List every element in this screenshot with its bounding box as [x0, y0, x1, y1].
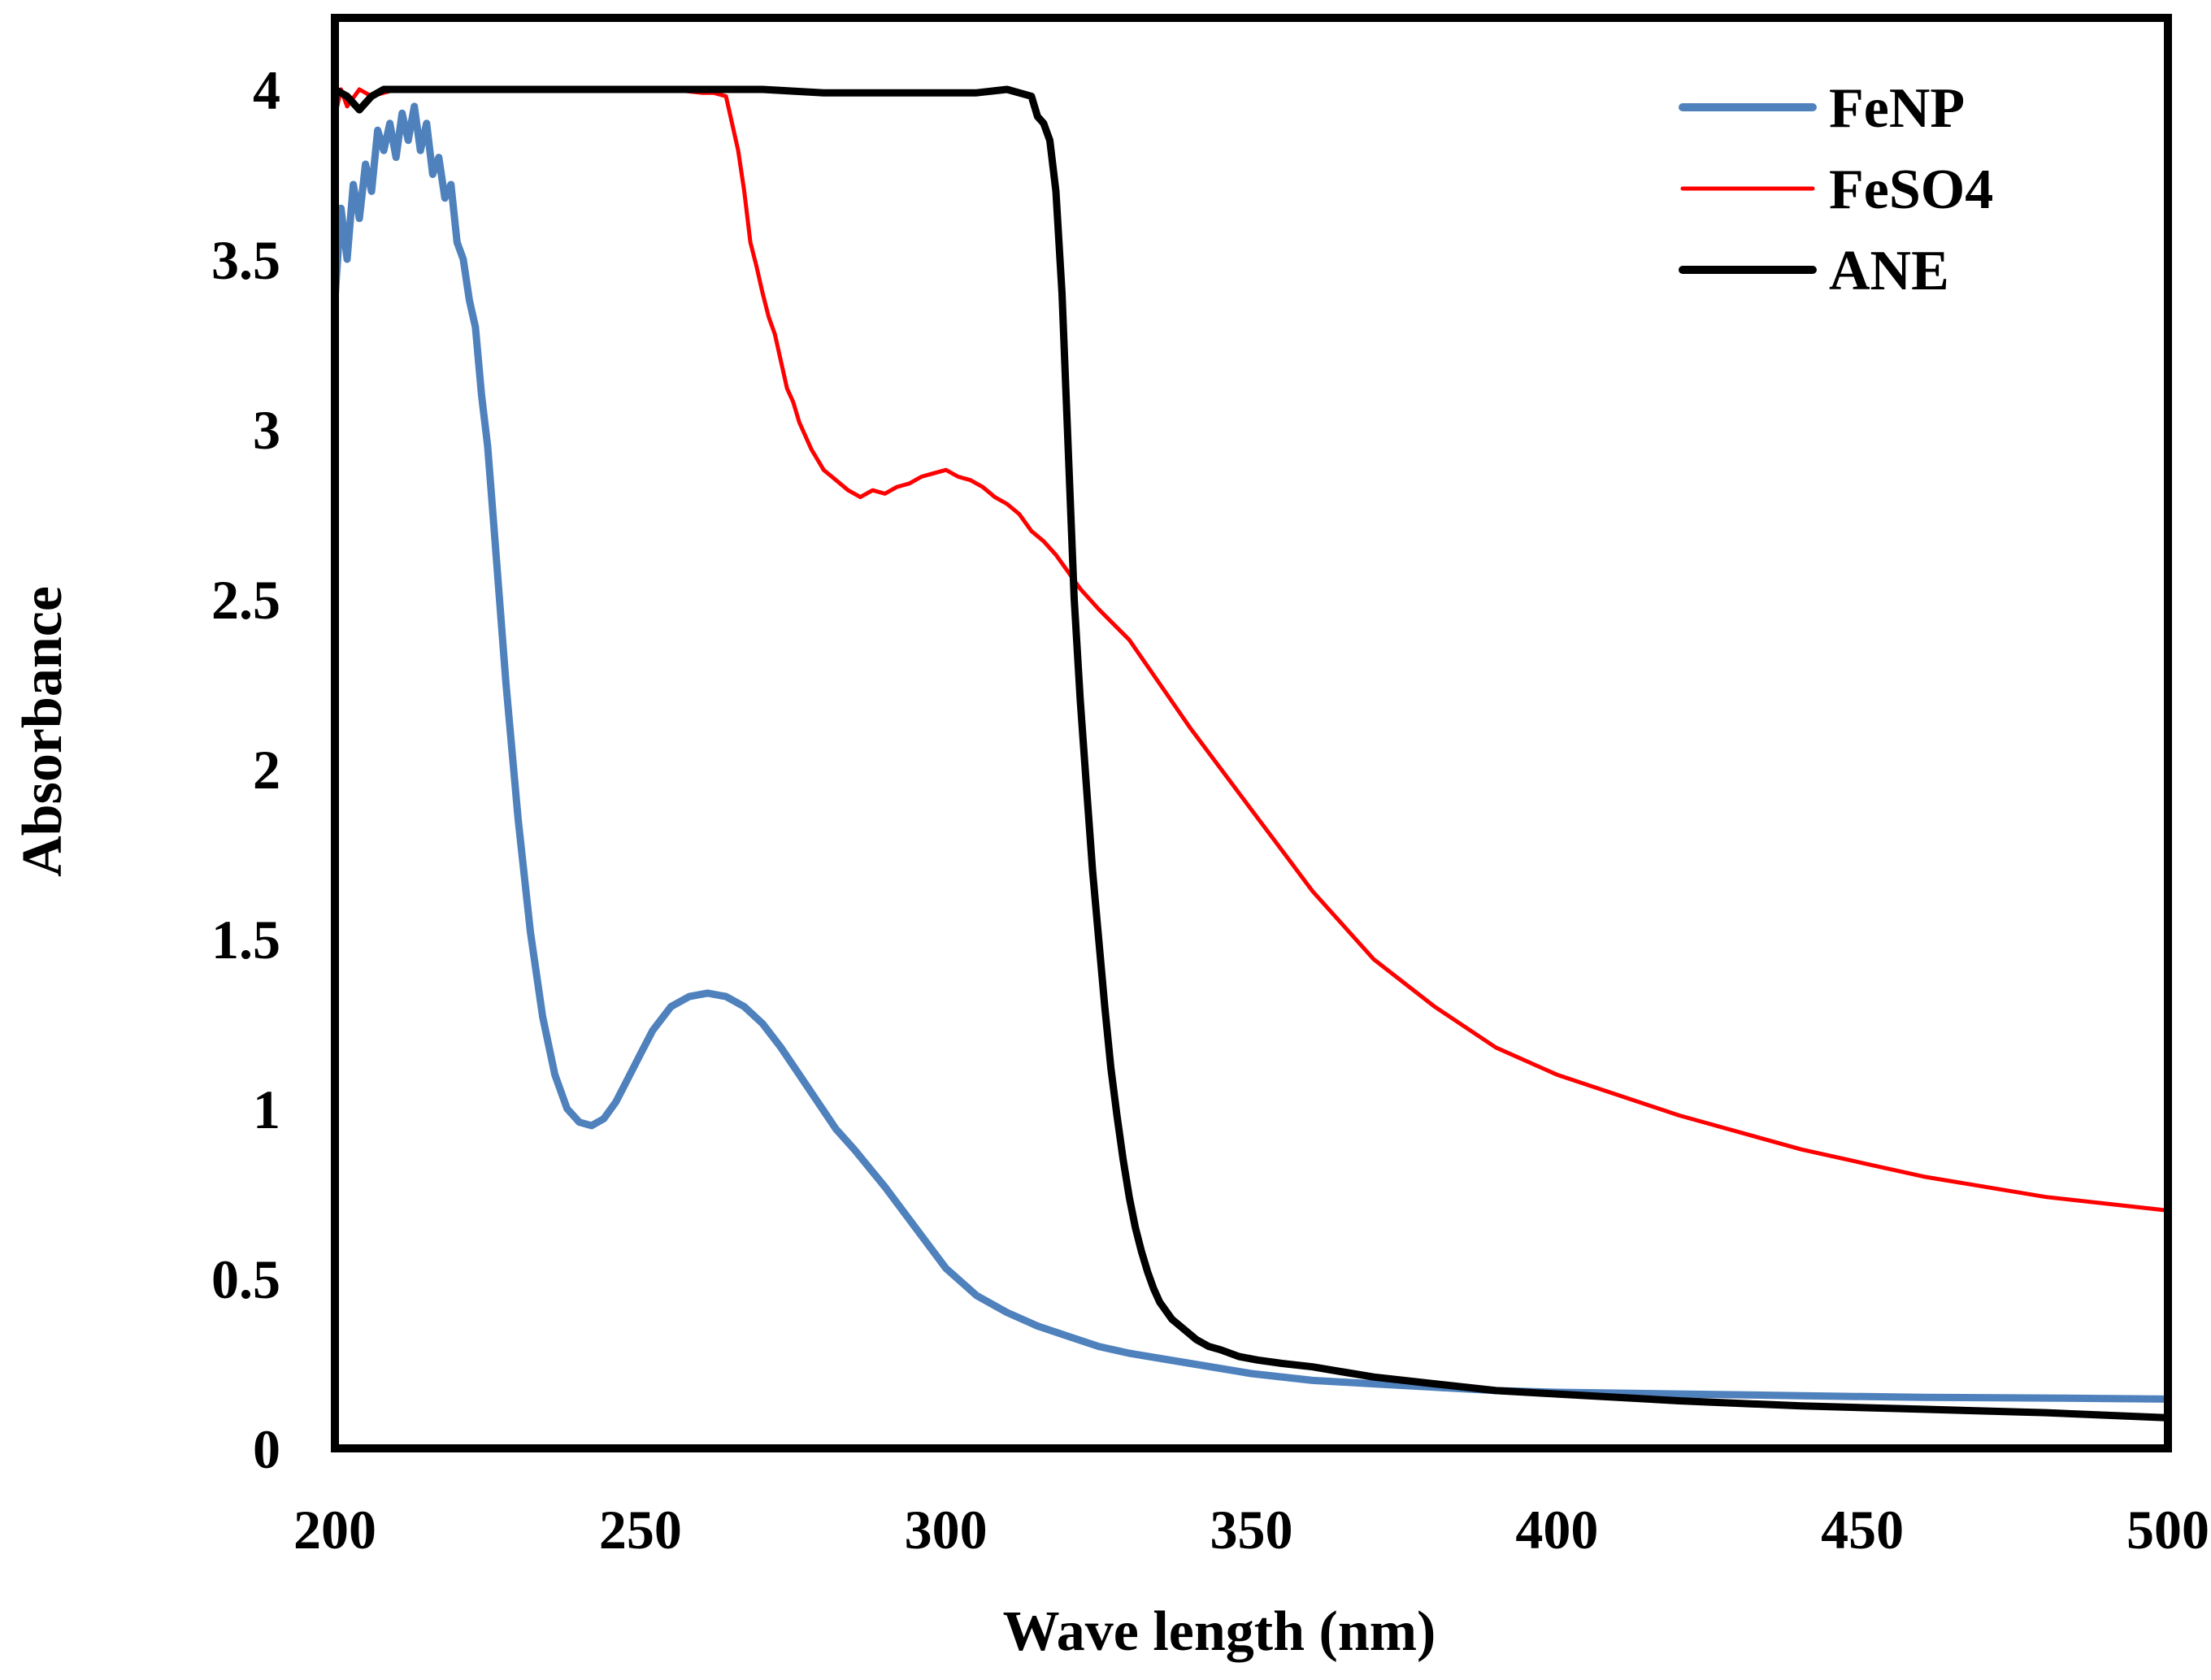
x-axis-title: Wave length (nm)	[1003, 1600, 1436, 1663]
series-layer	[331, 85, 2172, 1422]
y-tick-label: 1	[253, 1079, 280, 1140]
x-tick-label: 500	[2126, 1499, 2209, 1561]
y-tick-label: 2	[253, 739, 280, 801]
y-tick-label: 3	[253, 399, 280, 461]
series-line-ane	[331, 85, 2172, 1422]
chart-legend: FeNP FeSO4 ANE	[1679, 77, 1993, 302]
legend-label-ane: ANE	[1829, 240, 1949, 302]
x-tick-label: 350	[1210, 1499, 1293, 1561]
plot-frame	[331, 14, 2172, 1452]
y-tick-label: 3.5	[211, 229, 280, 291]
x-tick-label: 250	[599, 1499, 682, 1561]
series-line-fenp	[331, 102, 2172, 1403]
legend-label-feso4: FeSO4	[1829, 158, 1993, 221]
ticks-layer: 200 250 300 350 400 450 500 0 0.5 1 1.5 2 2.5 3 3.5 4	[211, 59, 2209, 1561]
legend-label-fenp: FeNP	[1829, 77, 1965, 140]
x-tick-label: 400	[1515, 1499, 1598, 1561]
x-tick-label: 450	[1821, 1499, 1904, 1561]
y-tick-label: 0.5	[211, 1248, 280, 1310]
y-tick-label: 1.5	[211, 909, 280, 970]
x-tick-label: 200	[293, 1499, 376, 1561]
y-axis-title: Absorbance	[11, 586, 74, 877]
x-tick-label: 300	[905, 1499, 988, 1561]
y-tick-label: 2.5	[211, 569, 280, 631]
y-tick-label: 0	[253, 1418, 280, 1480]
y-tick-label: 4	[253, 59, 280, 121]
